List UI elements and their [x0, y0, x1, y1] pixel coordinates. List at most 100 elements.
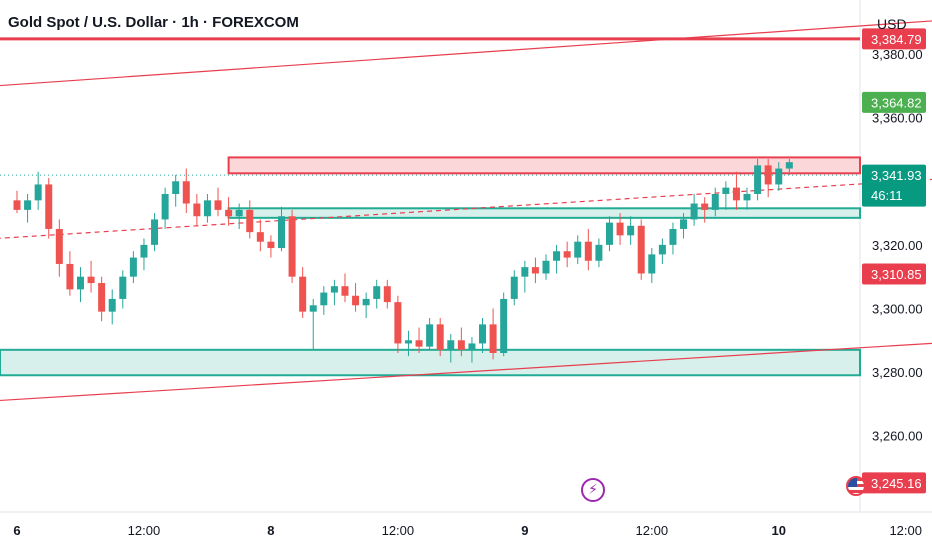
- candle-body: [489, 324, 497, 353]
- candle-body: [373, 286, 381, 299]
- candle-body: [775, 168, 783, 185]
- candle-body: [182, 181, 190, 204]
- candle-body: [76, 276, 84, 290]
- price-label-text: 3,364.82: [871, 95, 922, 110]
- candle-body: [743, 193, 751, 201]
- candle-body: [362, 298, 370, 306]
- time-tick-label: 12:00: [636, 523, 669, 538]
- candle-body: [267, 241, 275, 249]
- candle-body: [722, 187, 730, 194]
- candle-body: [500, 298, 508, 353]
- candle-body: [34, 184, 42, 201]
- candle-body: [711, 193, 719, 210]
- candle-body: [193, 203, 201, 217]
- candle-body: [214, 200, 222, 210]
- upper-channel: [0, 20, 932, 87]
- candle-body: [225, 209, 233, 217]
- bar-countdown: 46:11: [871, 188, 903, 203]
- price-tick-label: 3,320.00: [872, 238, 923, 253]
- mid-trend-dashed: [0, 178, 932, 239]
- candle-body: [447, 340, 455, 350]
- currency-label[interactable]: USD: [877, 16, 907, 32]
- candle-body: [235, 209, 243, 217]
- us-flag-icon[interactable]: [846, 476, 866, 496]
- lightning-icon[interactable]: ⚡: [581, 478, 605, 502]
- candle-body: [24, 200, 32, 210]
- price-label-current: [862, 164, 926, 207]
- price-tick-label: 3,360.00: [872, 111, 923, 126]
- candle-body: [595, 244, 603, 261]
- candle-body: [754, 165, 762, 194]
- support-zone: [227, 207, 862, 219]
- candle-body: [701, 203, 709, 210]
- candle-body: [732, 187, 740, 201]
- price-label-resistance: [862, 28, 926, 50]
- time-tick-label: 12:00: [128, 523, 161, 538]
- candle-body: [330, 286, 338, 293]
- time-tick-label: 8: [267, 523, 274, 538]
- candle-body: [320, 292, 328, 306]
- candle-body: [98, 283, 106, 312]
- candle-body: [457, 340, 465, 350]
- price-label-text: 3,384.79: [871, 32, 922, 47]
- candle-body: [510, 276, 518, 299]
- candle-body: [66, 263, 74, 290]
- candle-body: [764, 165, 772, 185]
- candle-body: [119, 276, 127, 299]
- candle-body: [542, 260, 550, 274]
- time-tick-label: 12:00: [382, 523, 415, 538]
- candle-body: [394, 302, 402, 344]
- time-tick-label: 12:00: [889, 523, 922, 538]
- candle-body: [415, 340, 423, 347]
- candle-body: [436, 324, 444, 350]
- candle-body: [383, 286, 391, 303]
- candle-body: [341, 286, 349, 296]
- candle-body: [479, 324, 487, 344]
- candle-body: [658, 244, 666, 255]
- candle-body: [468, 343, 476, 350]
- candle-body: [404, 340, 412, 344]
- price-label-target: [862, 91, 926, 113]
- time-tick-label: 10: [772, 523, 786, 538]
- candle-body: [531, 267, 539, 274]
- symbol-title[interactable]: Gold Spot / U.S. Dollar · 1h · FOREXCOM: [8, 14, 299, 31]
- candle-body: [309, 305, 317, 312]
- candle-body: [256, 232, 264, 242]
- price-tick-label: 3,280.00: [872, 365, 923, 380]
- lower-channel: [0, 342, 932, 402]
- candle-body: [161, 193, 169, 220]
- candle-body: [553, 251, 561, 261]
- candle-body: [108, 298, 116, 312]
- candle-body: [574, 241, 582, 258]
- candle-body: [299, 276, 307, 312]
- candle-body: [637, 225, 645, 274]
- candle-body: [203, 200, 211, 217]
- candle-body: [246, 209, 254, 233]
- price-label-resistance: [862, 263, 926, 285]
- resistance-zone: [227, 156, 862, 175]
- candle-body: [680, 219, 688, 229]
- candle-body: [616, 222, 624, 236]
- candle-body: [627, 225, 635, 236]
- price-label-text: 3,245.16: [871, 476, 922, 491]
- candle-body: [605, 222, 613, 245]
- candle-body: [129, 257, 137, 277]
- candle-body: [648, 254, 656, 274]
- demand-zone: [0, 348, 861, 377]
- candle-body: [13, 200, 21, 210]
- candle-body: [288, 216, 296, 277]
- price-label-resistance: [862, 472, 926, 494]
- candle-body: [690, 203, 698, 220]
- price-label-text: 3,341.93: [871, 168, 922, 183]
- candle-body: [521, 267, 529, 277]
- candle-body: [669, 228, 677, 245]
- candle-body: [45, 184, 53, 229]
- candle-body: [151, 219, 159, 245]
- time-tick-label: 9: [521, 523, 528, 538]
- candle-body: [426, 324, 434, 347]
- price-tick-label: 3,300.00: [872, 301, 923, 316]
- candle-body: [55, 228, 63, 264]
- candle-body: [140, 244, 148, 258]
- candle-body: [352, 295, 360, 306]
